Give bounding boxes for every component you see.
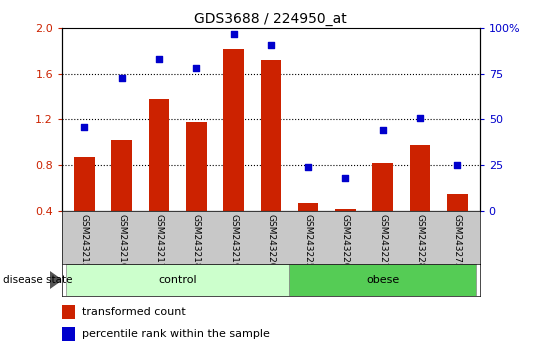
Text: percentile rank within the sample: percentile rank within the sample bbox=[82, 329, 271, 339]
Point bbox=[266, 42, 275, 47]
Bar bbox=[260, 60, 281, 256]
Point bbox=[416, 115, 424, 120]
Text: GSM243219: GSM243219 bbox=[229, 214, 238, 269]
Point bbox=[80, 124, 89, 130]
Bar bbox=[149, 99, 169, 256]
Bar bbox=[223, 49, 244, 256]
Text: GSM243217: GSM243217 bbox=[155, 214, 163, 269]
Bar bbox=[372, 163, 393, 256]
Title: GDS3688 / 224950_at: GDS3688 / 224950_at bbox=[195, 12, 347, 26]
Bar bbox=[66, 264, 289, 296]
Bar bbox=[289, 264, 476, 296]
Text: GSM243216: GSM243216 bbox=[117, 214, 126, 269]
Point bbox=[118, 75, 126, 80]
Point bbox=[378, 127, 387, 133]
Polygon shape bbox=[50, 272, 61, 289]
Text: GSM243227: GSM243227 bbox=[378, 214, 387, 268]
Bar bbox=[447, 194, 468, 256]
Text: GSM243226: GSM243226 bbox=[341, 214, 350, 268]
Bar bbox=[74, 157, 95, 256]
Text: GSM243275: GSM243275 bbox=[453, 214, 462, 269]
Bar bbox=[62, 327, 75, 341]
Text: transformed count: transformed count bbox=[82, 307, 186, 317]
Text: disease state: disease state bbox=[3, 275, 72, 285]
Text: obese: obese bbox=[366, 275, 399, 285]
Point bbox=[453, 162, 461, 168]
Point bbox=[155, 57, 163, 62]
Point bbox=[192, 65, 201, 71]
Text: GSM243225: GSM243225 bbox=[303, 214, 313, 268]
Bar bbox=[62, 305, 75, 319]
Bar bbox=[186, 122, 206, 256]
Text: GSM243228: GSM243228 bbox=[416, 214, 425, 268]
Text: GSM243218: GSM243218 bbox=[192, 214, 201, 269]
Bar bbox=[410, 144, 430, 256]
Bar bbox=[298, 202, 319, 256]
Bar bbox=[112, 140, 132, 256]
Point bbox=[341, 175, 350, 181]
Point bbox=[229, 31, 238, 36]
Text: GSM243220: GSM243220 bbox=[266, 214, 275, 268]
Bar bbox=[335, 210, 356, 256]
Text: control: control bbox=[158, 275, 197, 285]
Text: GSM243215: GSM243215 bbox=[80, 214, 89, 269]
Point bbox=[304, 164, 313, 170]
